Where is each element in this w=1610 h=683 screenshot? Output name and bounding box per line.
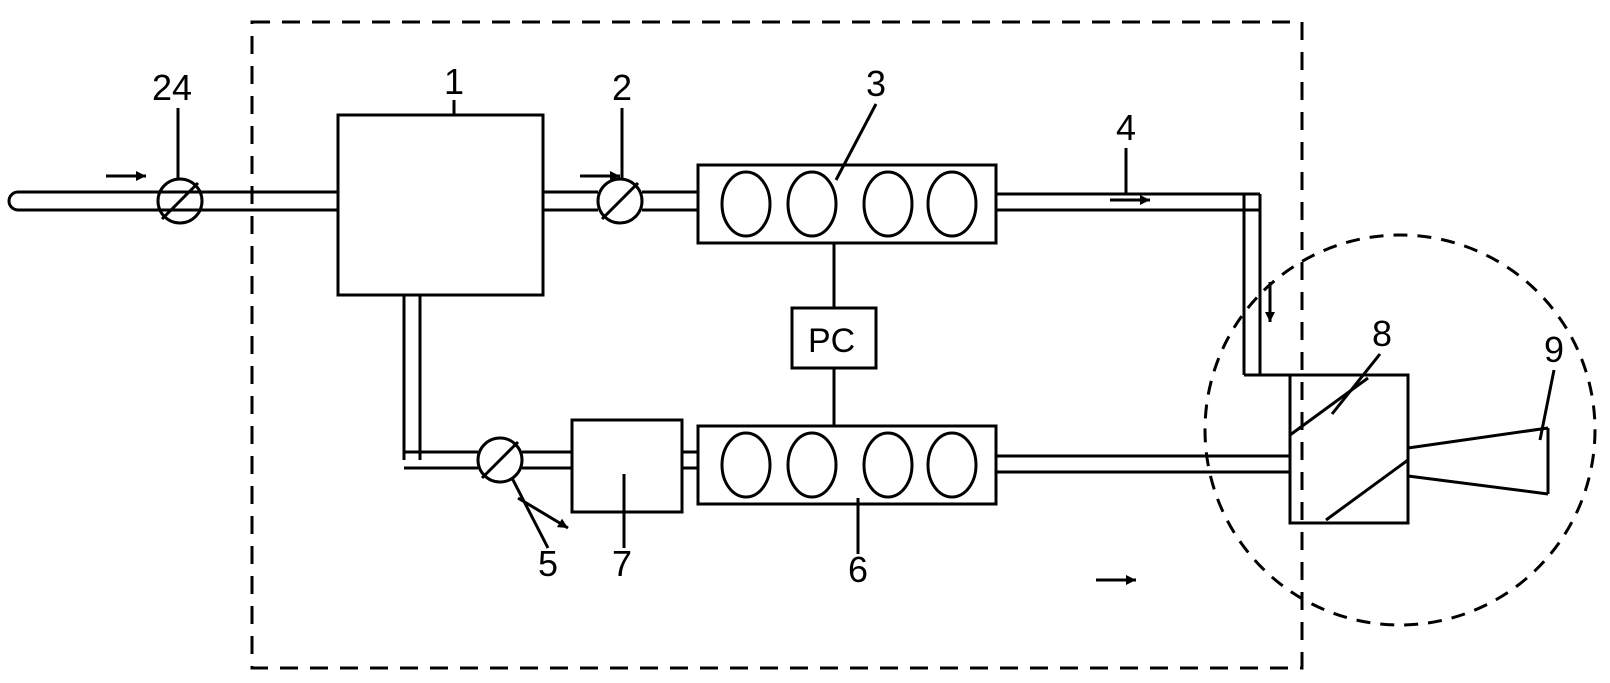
- label-2: 2: [612, 67, 632, 108]
- schematic-diagram: 24 1 2 3 4 5 6 7 8 9 PC: [0, 0, 1610, 683]
- label-6: 6: [848, 549, 868, 590]
- pc-label: PC: [808, 322, 855, 360]
- label-5: 5: [538, 543, 558, 584]
- label-3: 3: [866, 63, 886, 104]
- label-1: 1: [444, 61, 464, 102]
- label-24: 24: [152, 67, 192, 108]
- label-8: 8: [1372, 313, 1392, 354]
- label-7: 7: [612, 543, 632, 584]
- label-9: 9: [1544, 329, 1564, 370]
- label-4: 4: [1116, 107, 1136, 148]
